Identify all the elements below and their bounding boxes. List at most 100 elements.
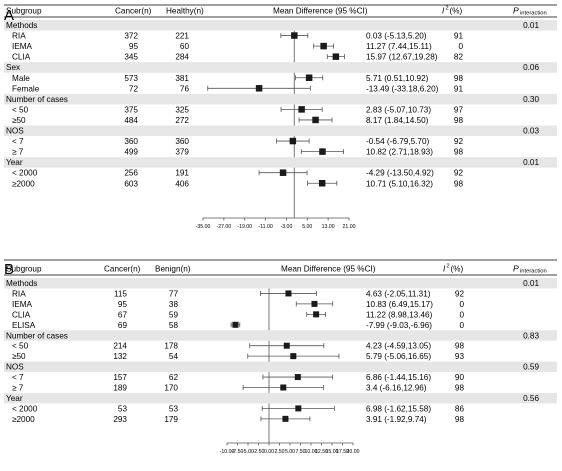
n-group1: 293 <box>113 415 127 424</box>
subgroup-label: ≥50 <box>12 352 26 361</box>
i2-value: 98 <box>454 179 464 188</box>
header-group2: Healthy(n) <box>166 7 204 16</box>
ci-text: 15.97 (12.67,19.28) <box>366 53 438 62</box>
n-group1: 603 <box>124 179 138 188</box>
i2-value: 0 <box>459 310 464 319</box>
group-label: NOS <box>6 363 24 372</box>
n-group1: 72 <box>129 84 139 93</box>
subgroup-label: ELISA <box>12 321 36 330</box>
x-tick-label: -35.00 <box>196 224 211 230</box>
point-estimate <box>294 374 301 381</box>
x-tick-label: -5.00 <box>242 449 254 455</box>
n-group1: 53 <box>118 404 128 413</box>
point-estimate <box>312 116 319 124</box>
ci-text: 5.71 (0.51,10.92) <box>366 74 429 83</box>
group-label: NOS <box>6 127 24 136</box>
header-group1: Cancer(n) <box>115 7 152 16</box>
subgroup-label: Male <box>12 74 30 83</box>
n-group1: 499 <box>124 148 138 157</box>
group-label: Year <box>6 158 23 167</box>
i2-value: 86 <box>455 404 465 413</box>
i2-value: 98 <box>455 342 465 351</box>
point-estimate <box>290 353 297 360</box>
group-p-interaction: 0.56 <box>523 394 539 403</box>
x-tick-label: -3.00 <box>281 224 293 230</box>
group-row-band <box>4 361 557 373</box>
n-group1: 95 <box>118 300 128 309</box>
point-estimate <box>255 85 263 92</box>
point-estimate <box>298 106 305 113</box>
subgroup-label: ≥50 <box>12 116 26 125</box>
subgroup-label: < 50 <box>12 105 29 114</box>
subgroup-label: ≥ 7 <box>12 384 24 393</box>
ci-text: 10.83 (6.49,15.17) <box>366 300 433 309</box>
i2-value: 98 <box>454 148 464 157</box>
x-tick-label: 21.00 <box>343 224 356 230</box>
group-p-interaction: 0.01 <box>523 158 539 167</box>
group-row-band <box>4 330 557 341</box>
point-estimate <box>319 148 326 155</box>
n-group1: 345 <box>124 53 138 62</box>
header-p: P <box>513 6 519 16</box>
n-group2: 54 <box>169 352 179 361</box>
header-mean-difference: Mean Difference (95 %CI) <box>281 265 376 274</box>
point-estimate <box>280 384 287 391</box>
point-estimate <box>311 300 318 307</box>
ci-text: 10.82 (2.71,18.93) <box>366 148 433 157</box>
group-p-interaction: 0.03 <box>523 127 539 136</box>
ci-text: 5.79 (-5.06,16.65) <box>366 352 431 361</box>
point-estimate <box>289 137 297 145</box>
x-tick-label: -7.50 <box>232 449 244 455</box>
subgroup-label: < 2000 <box>12 169 38 178</box>
point-estimate <box>282 415 289 422</box>
n-group2: 178 <box>164 342 178 351</box>
header-group1: Cancer(n) <box>104 265 141 274</box>
ci-text: 8.17 (1.84,14.50) <box>366 116 429 125</box>
ci-text: 4.63 (-2.05,11.31) <box>366 289 431 298</box>
header-subgroup: Subgroup <box>6 265 42 274</box>
group-row-band <box>4 62 557 73</box>
n-group1: 157 <box>113 373 127 382</box>
i2-value: 98 <box>455 384 465 393</box>
header-subgroup: Subgroup <box>6 7 42 16</box>
n-group2: 179 <box>164 415 178 424</box>
x-tick-label: 17.50 <box>336 449 349 455</box>
group-label: Number of cases <box>6 95 68 104</box>
i2-value: 0 <box>459 321 464 330</box>
x-tick-label: -19.00 <box>237 224 252 230</box>
group-label: Number of cases <box>6 331 68 340</box>
n-group2: 284 <box>175 53 189 62</box>
header-p-sub: interaction <box>520 269 547 275</box>
point-estimate <box>279 169 287 176</box>
header-i2-unit: (%) <box>451 265 464 274</box>
x-tick-label: 13.00 <box>322 224 335 230</box>
group-row-band <box>4 278 557 289</box>
subgroup-label: < 50 <box>12 342 29 351</box>
n-group2: 360 <box>175 137 189 146</box>
subgroup-label: < 2000 <box>12 404 38 413</box>
group-p-interaction: 0.59 <box>523 363 539 372</box>
header-i2: I <box>442 7 445 16</box>
subgroup-label: CLIA <box>12 53 31 62</box>
group-row-band <box>4 125 557 137</box>
i2-value: 92 <box>454 169 464 178</box>
i2-value: 98 <box>454 116 464 125</box>
ci-text: -0.54 (-6.79,5.70) <box>366 137 430 146</box>
point-estimate <box>283 342 290 349</box>
ci-text: 2.83 (-5.07,10.73) <box>366 105 431 114</box>
n-group2: 76 <box>180 84 190 93</box>
n-group1: 189 <box>113 384 127 393</box>
x-tick-label: 12.50 <box>315 449 328 455</box>
x-tick-label: -2.50 <box>253 449 265 455</box>
i2-value: 98 <box>455 415 465 424</box>
subgroup-label: IEMA <box>12 300 33 309</box>
header-i2-sup: 2 <box>446 6 449 12</box>
header-i2-unit: (%) <box>450 7 463 16</box>
group-row-band <box>4 157 557 168</box>
group-label: Methods <box>6 21 37 30</box>
subgroup-label: ≥ 7 <box>12 148 24 157</box>
n-group2: 62 <box>169 373 179 382</box>
x-tick-label: -11.00 <box>258 224 272 230</box>
x-tick-label: 20.00 <box>347 449 360 455</box>
